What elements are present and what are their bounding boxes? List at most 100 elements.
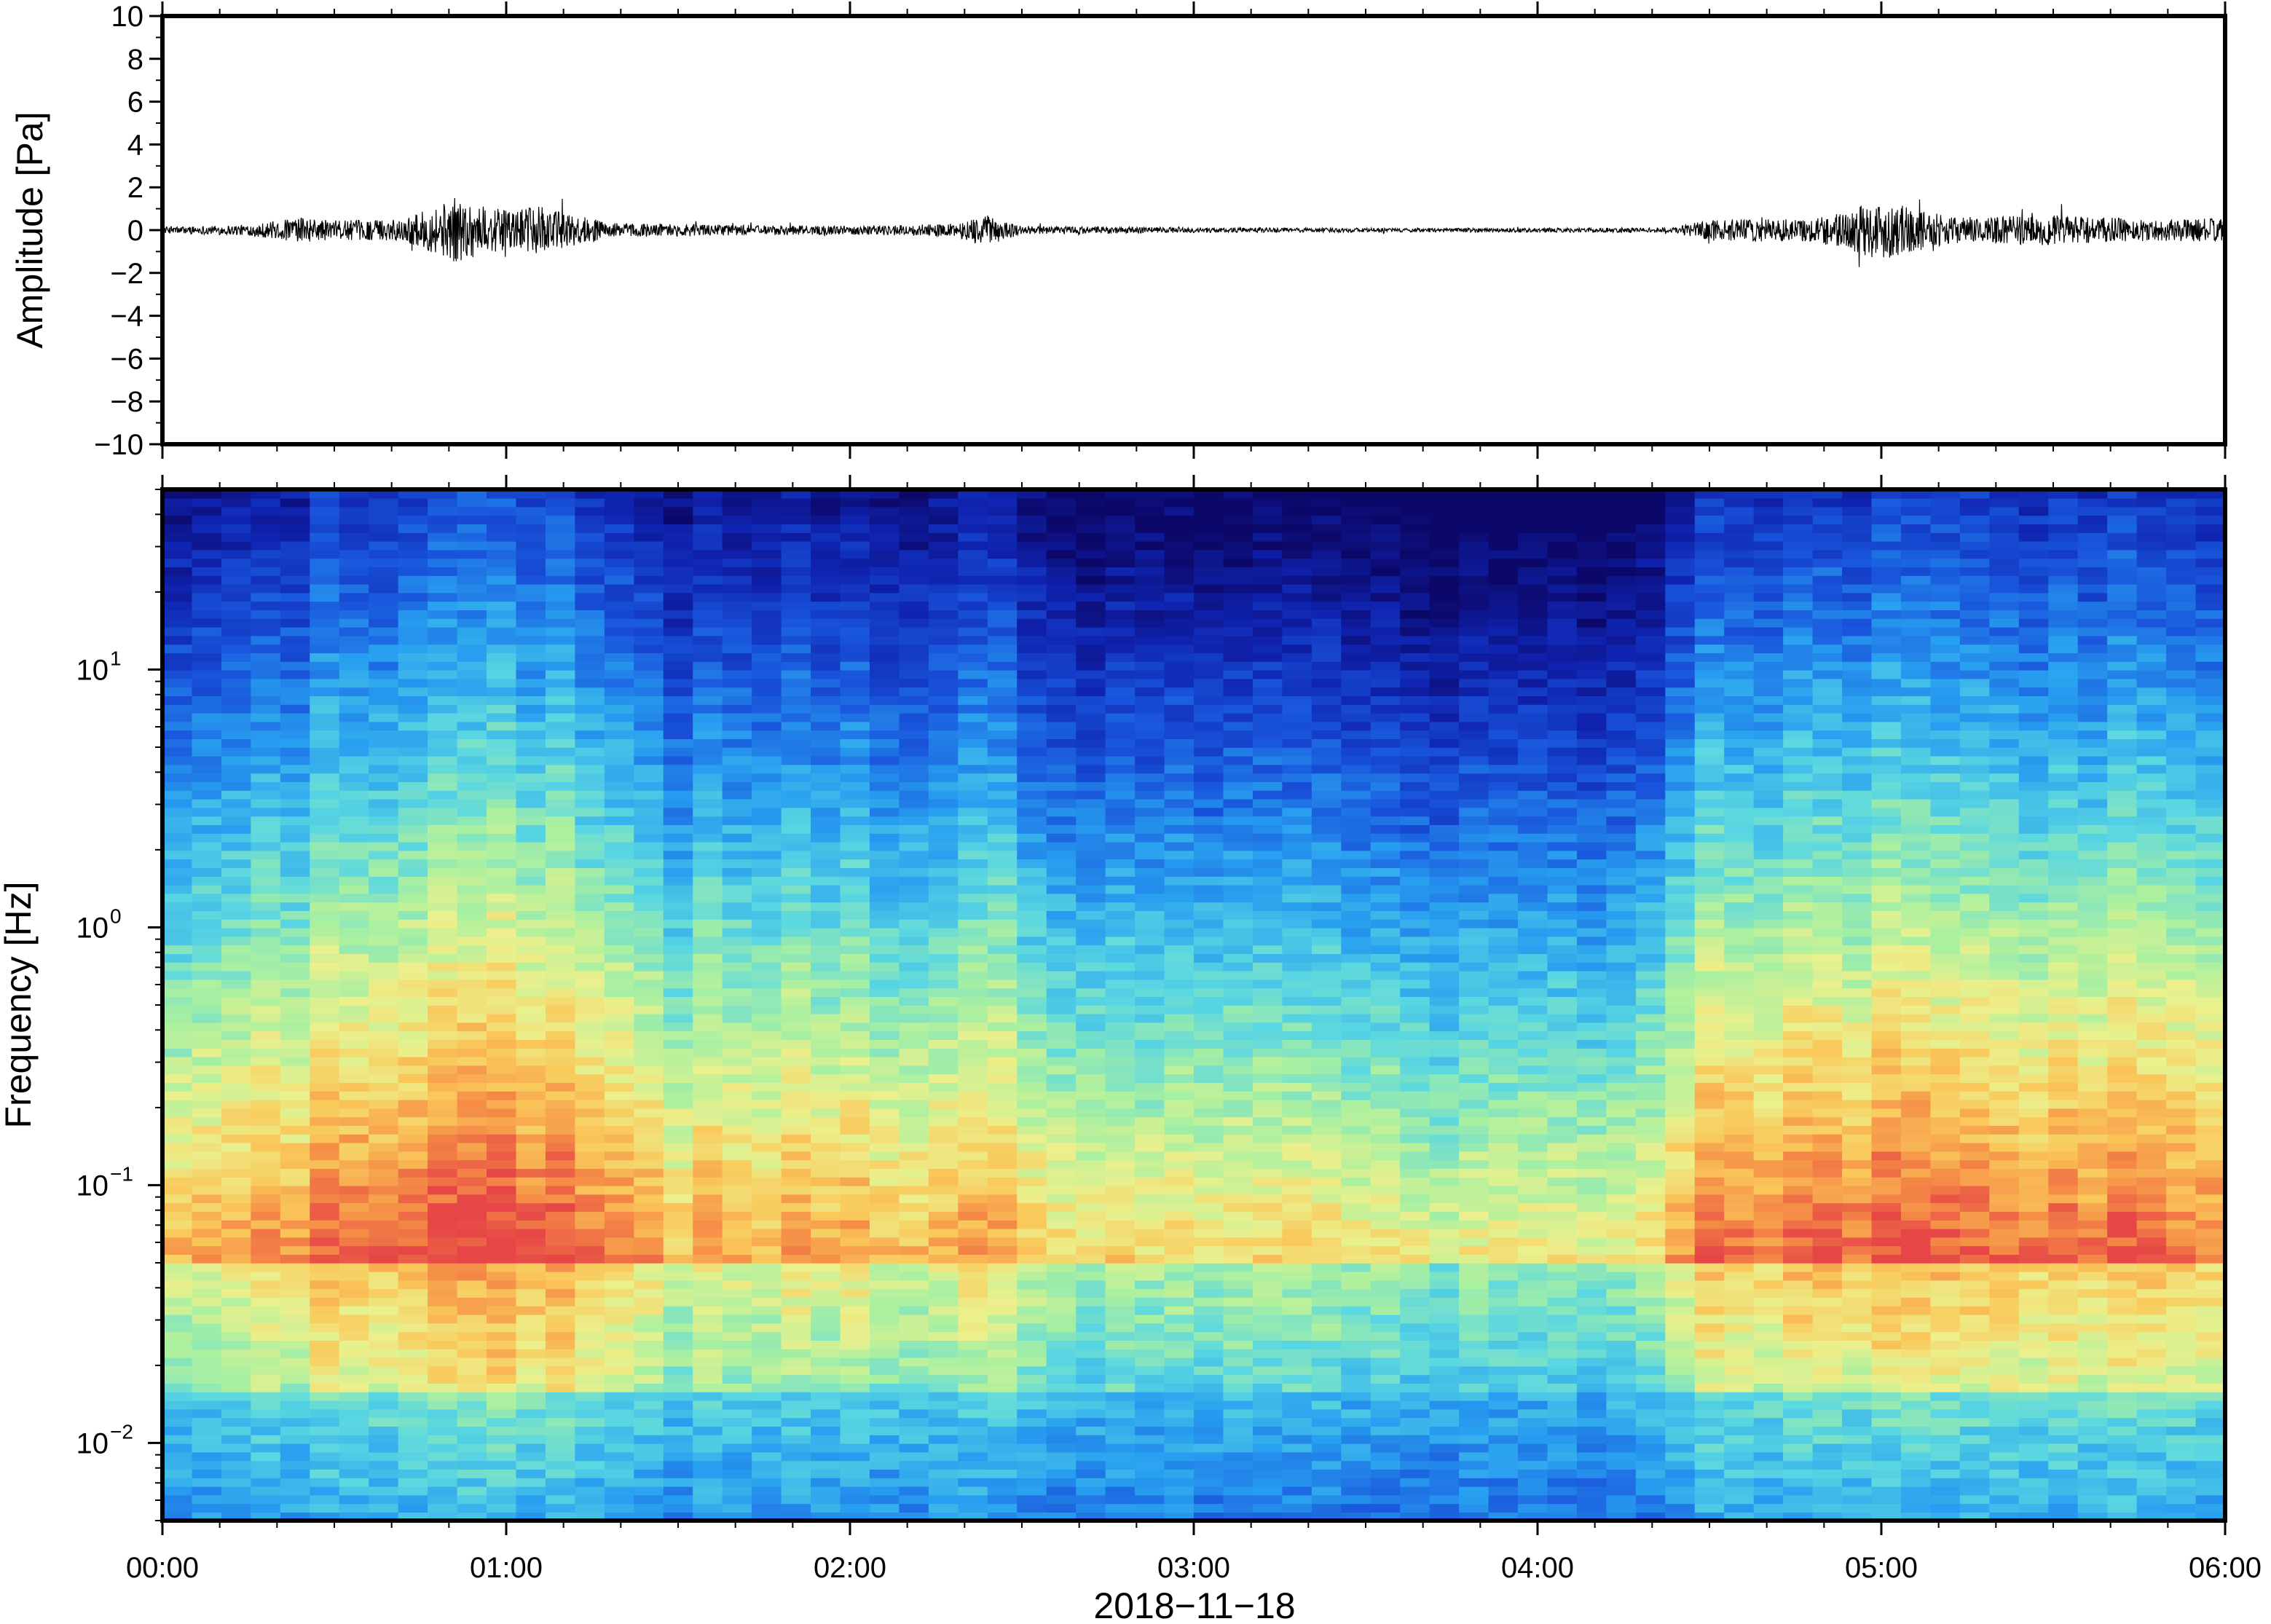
spectrogram-cell [221, 919, 252, 929]
spectrogram-cell [811, 610, 841, 619]
spectrogram-cell [928, 1202, 959, 1212]
spectrogram-cell [604, 1314, 635, 1324]
spectrogram-cell [634, 953, 664, 963]
spectrogram-cell [1282, 1357, 1312, 1367]
spectrogram-cell [781, 1108, 811, 1118]
spectrogram-cell [487, 1202, 517, 1212]
spectrogram-cell [221, 506, 252, 516]
spectrogram-cell [722, 841, 752, 851]
spectrogram-cell [811, 506, 841, 516]
spectrogram-cell [1194, 1091, 1224, 1100]
spectrogram-cell [1282, 1383, 1312, 1392]
spectrogram-cell [192, 497, 222, 508]
spectrogram-cell [162, 910, 193, 920]
spectrogram-cell [987, 764, 1018, 774]
spectrogram-cell [192, 902, 222, 911]
spectrogram-cell [1194, 884, 1224, 894]
spectrogram-cell [339, 532, 369, 542]
spectrogram-cell [487, 1056, 517, 1066]
spectrogram-cell [310, 790, 340, 800]
spectrogram-cell [1311, 678, 1342, 688]
spectrogram-cell [811, 1108, 841, 1118]
spectrogram-cell [221, 988, 252, 997]
spectrogram-cell [1076, 979, 1106, 989]
spectrogram-cell [811, 1005, 841, 1014]
spectrogram-cell [1105, 712, 1136, 722]
spectrogram-cell [162, 1503, 193, 1513]
spectrogram-cell [663, 1177, 694, 1186]
spectrogram-cell [398, 1469, 428, 1478]
spectrogram-cell [928, 1392, 959, 1401]
spectrogram-cell [958, 1142, 988, 1152]
spectrogram-cell [869, 1383, 900, 1392]
spectrogram-cell [781, 1116, 811, 1126]
spectrogram-cell [398, 1116, 428, 1126]
spectrogram-cell [1223, 850, 1253, 860]
spectrogram-cell [310, 833, 340, 843]
spectrogram-cell [369, 833, 399, 843]
spectrogram-cell [604, 1297, 635, 1306]
spectrogram-cell [221, 927, 252, 937]
spectrogram-cell [310, 1349, 340, 1358]
spectrogram-cell [575, 816, 605, 825]
spectrogram-cell [457, 850, 487, 860]
spectrogram-cell [987, 712, 1018, 722]
spectrogram-cell [1017, 953, 1047, 963]
spectrogram-cell [604, 1503, 635, 1513]
spectrogram-cell [840, 1323, 870, 1333]
spectrogram-cell [899, 867, 929, 877]
spectrogram-cell [1311, 1005, 1342, 1014]
spectrogram-cell [251, 1245, 281, 1255]
spectrogram-cell [987, 1237, 1018, 1247]
spectrogram-cell [398, 738, 428, 748]
spectrogram-cell [545, 678, 576, 688]
spectrogram-cell [1076, 807, 1106, 817]
spectrogram-cell [1017, 1306, 1047, 1315]
spectrogram-cell [487, 824, 517, 834]
spectrogram-cell [958, 798, 988, 808]
spectrogram-cell [1194, 1374, 1224, 1384]
spectrogram-cell [516, 669, 546, 679]
spectrogram-cell [251, 1116, 281, 1126]
spectrogram-cell [1046, 919, 1077, 929]
spectrogram-cell [811, 540, 841, 551]
spectrogram-cell [339, 540, 369, 551]
spectrogram-cell [752, 1022, 782, 1032]
spectrogram-cell [1135, 850, 1165, 860]
spectrogram-cell [1164, 807, 1194, 817]
spectrogram-cell [840, 1297, 870, 1306]
spectrogram-cell [781, 610, 811, 619]
spectrogram-cell [428, 996, 458, 1006]
spectrogram-cell [221, 1408, 252, 1419]
spectrogram-cell [811, 1073, 841, 1083]
spectrogram-cell [1017, 1099, 1047, 1109]
spectrogram-cell [722, 798, 752, 808]
spectrogram-cell [1046, 1030, 1077, 1040]
spectrogram-cell [781, 1297, 811, 1306]
spectrogram-cell [369, 824, 399, 834]
spectrogram-cell [192, 695, 222, 705]
spectrogram-cell [1046, 884, 1077, 894]
spectrogram-cell [899, 953, 929, 963]
spectrogram-cell [722, 781, 752, 791]
spectrogram-cell [604, 747, 635, 757]
spectrogram-cell [722, 1478, 752, 1487]
spectrogram-cell [192, 1486, 222, 1496]
spectrogram-cell [398, 695, 428, 705]
spectrogram-cell [1252, 824, 1283, 834]
spectrogram-cell [928, 549, 959, 559]
spectrogram-cell [192, 859, 222, 868]
spectrogram-cell [251, 678, 281, 688]
spectrogram-cell [1164, 1108, 1194, 1118]
spectrogram-cell [1164, 712, 1194, 722]
spectrogram-cell [1046, 489, 1077, 499]
spectrogram-cell [162, 1494, 193, 1505]
spectrogram-cell [811, 1323, 841, 1333]
spectrogram-cell [604, 721, 635, 731]
spectrogram-cell [928, 1194, 959, 1204]
spectrogram-cell [575, 790, 605, 800]
spectrogram-cell [693, 988, 723, 997]
spectrogram-cell [869, 532, 900, 542]
spectrogram-cell [1282, 592, 1312, 602]
spectrogram-cell [1194, 669, 1224, 679]
